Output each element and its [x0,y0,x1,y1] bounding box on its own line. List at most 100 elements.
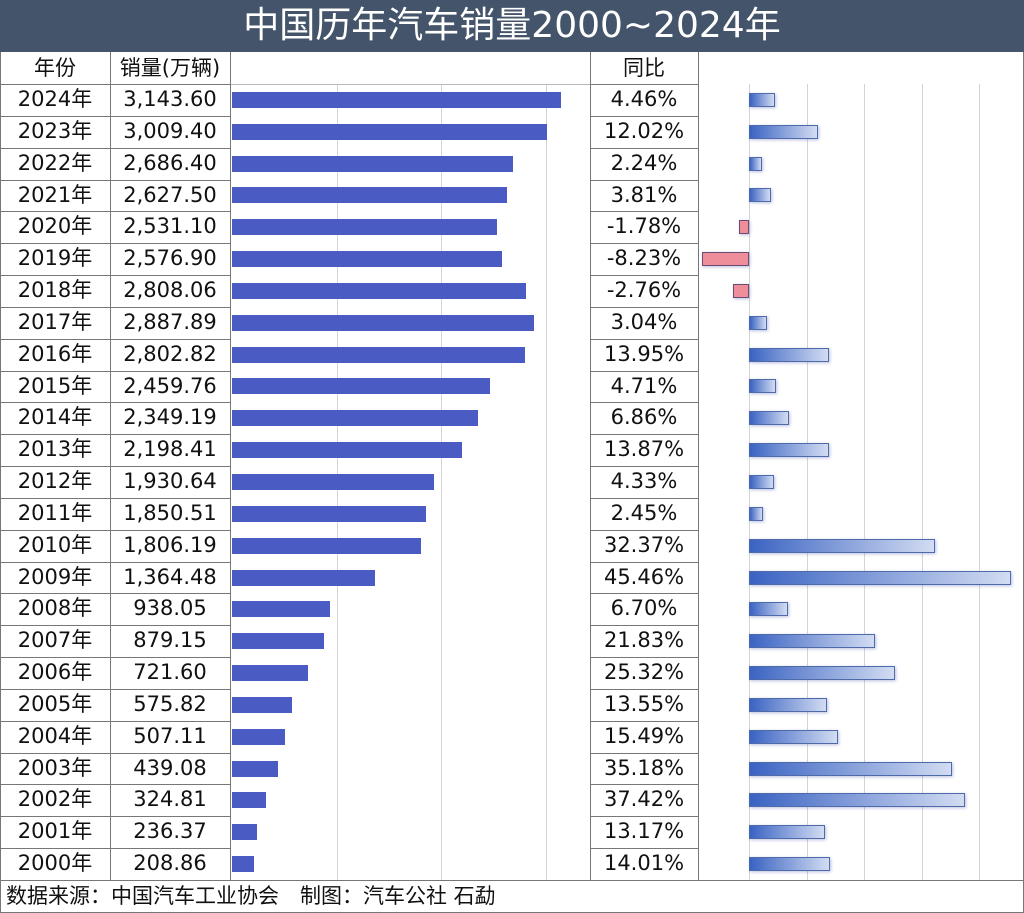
table-bottom [0,880,1024,881]
source-footer: 数据来源：中国汽车工业协会 制图：汽车公社 石勐 [6,884,496,908]
sales-bar [232,633,325,650]
column-divider [590,52,591,880]
yoy-gridline [979,84,981,880]
sales-cell: 2,627.50 [123,182,217,207]
row-divider [590,497,698,499]
sales-bar [232,601,331,618]
sales-bar [232,760,278,777]
yoy-cell: 4.46% [610,87,678,111]
row-divider [590,402,698,404]
yoy-gridline [806,84,808,880]
sales-cell: 324.81 [133,787,207,812]
sales-cell: 236.37 [133,819,207,844]
yoy-bar [749,315,767,330]
yoy-cell: 13.95% [603,341,685,366]
yoy-cell: 12.02% [603,118,685,143]
row-divider [0,529,230,531]
yoy-cell: 13.87% [603,437,685,462]
row-divider [590,529,698,531]
yoy-cell: 35.18% [603,755,685,780]
year-cell: 2021年 [17,182,93,207]
row-divider [590,306,698,308]
sales-cell: 2,198.41 [123,437,217,462]
sales-cell: 3,009.40 [123,118,217,143]
sales-bar [232,282,526,299]
yoy-cell: 15.49% [603,723,685,748]
sales-bar [232,665,308,682]
sales-cell: 2,459.76 [123,373,217,398]
yoy-bar [749,347,830,362]
year-cell: 2016年 [17,341,93,366]
year-cell: 2004年 [17,723,93,748]
header-divider [590,84,698,85]
column-divider [230,52,231,880]
year-cell: 2002年 [17,787,93,812]
year-cell: 2015年 [17,373,93,398]
yoy-cell: 32.37% [603,532,685,557]
year-cell: 2020年 [17,214,93,239]
yoy-bar [749,729,839,744]
row-divider [590,370,698,372]
row-divider [0,816,230,818]
sales-gridline [546,84,548,880]
yoy-bar [749,602,788,617]
yoy-bar [749,188,771,203]
row-divider [0,657,230,659]
sales-bar [232,728,286,745]
row-divider [0,147,230,149]
yoy-bar [749,570,1011,585]
yoy-cell: 21.83% [603,628,685,653]
sales-bar [232,569,375,586]
sales-bar [232,792,266,809]
yoy-cell: 6.70% [610,596,678,621]
row-divider [590,816,698,818]
yoy-cell: 3.04% [610,309,678,334]
header-divider [0,84,230,85]
yoy-bar [749,411,789,426]
sales-cell: 2,686.40 [123,150,217,175]
year-cell: 2001年 [17,819,93,844]
row-divider [0,211,230,213]
sales-cell: 1,806.19 [123,532,217,557]
sales-bar [232,474,435,490]
year-cell: 2013年 [17,437,93,462]
row-divider [0,434,230,436]
sales-bar [232,442,463,459]
row-divider [590,625,698,627]
sales-bar [232,155,514,172]
sales-bar [232,824,257,841]
row-divider [0,243,230,245]
row-divider [0,497,230,499]
row-divider [590,466,698,468]
yoy-bar [749,124,819,139]
yoy-bar [749,666,895,681]
header-sales: 销量(万辆) [119,56,221,80]
sales-bar [232,187,508,204]
yoy-cell: 25.32% [603,660,685,685]
year-cell: 2024年 [17,87,93,111]
yoy-bar-negative [701,252,749,267]
yoy-cell: -2.76% [606,278,682,303]
sales-gridline [441,84,443,880]
yoy-gridline [921,84,923,880]
year-cell: 2019年 [17,246,93,271]
sales-bar [232,251,502,268]
yoy-cell: 2.24% [610,150,678,175]
sales-cell: 1,850.51 [123,500,217,525]
year-cell: 2011年 [17,500,93,525]
row-divider [590,688,698,690]
sales-bar [232,91,562,108]
sales-cell: 439.08 [133,755,207,780]
yoy-cell: 13.17% [603,819,685,844]
yoy-bar [749,379,777,394]
chart-title: 中国历年汽车销量2000~2024年 [0,0,1024,52]
row-divider [0,848,230,850]
year-cell: 2022年 [17,150,93,175]
year-cell: 2005年 [17,691,93,716]
row-divider [590,848,698,850]
yoy-bar [749,538,936,553]
yoy-bar [749,761,952,776]
row-divider [590,115,698,117]
yoy-cell: 3.81% [610,182,678,207]
